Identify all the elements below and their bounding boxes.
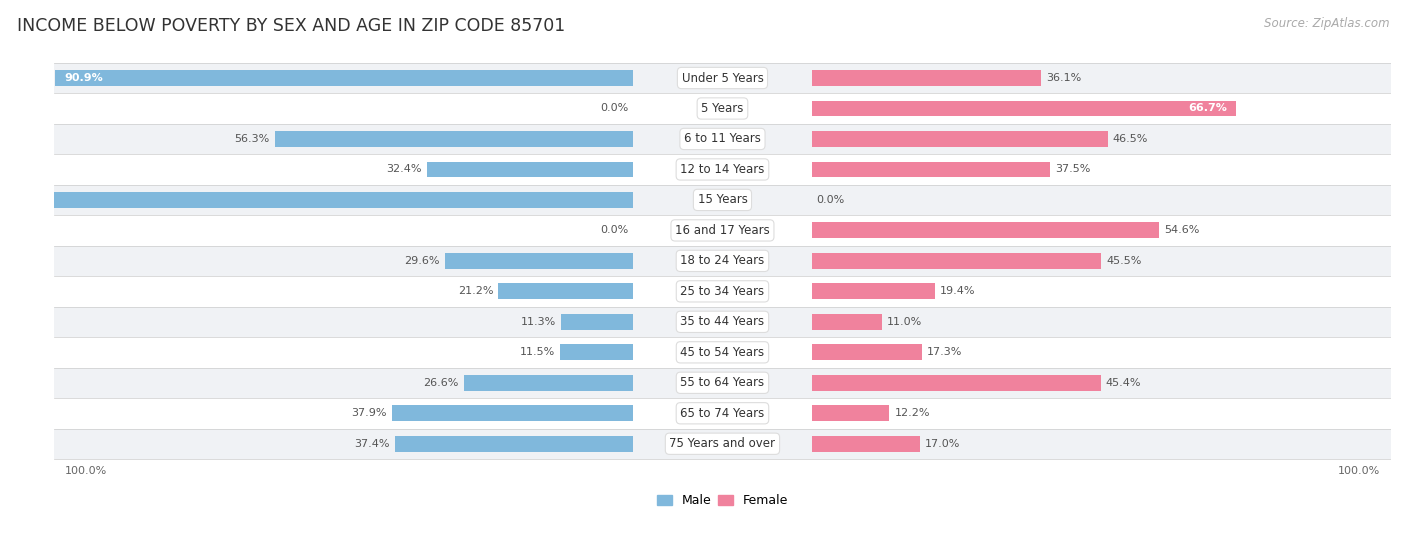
Bar — [55, 70, 633, 86]
Bar — [811, 101, 1236, 116]
Bar — [53, 429, 1391, 459]
Bar — [811, 253, 1101, 269]
Text: 6 to 11 Years: 6 to 11 Years — [685, 132, 761, 145]
Bar — [53, 184, 1391, 215]
Bar — [811, 314, 882, 330]
Text: 100.0%: 100.0% — [6, 195, 52, 205]
Bar — [811, 222, 1159, 238]
Bar — [427, 162, 633, 177]
Bar — [53, 245, 1391, 276]
Text: Source: ZipAtlas.com: Source: ZipAtlas.com — [1264, 17, 1389, 30]
Text: 45.4%: 45.4% — [1105, 378, 1142, 388]
Text: 46.5%: 46.5% — [1112, 134, 1149, 144]
Text: 17.3%: 17.3% — [927, 347, 962, 357]
Text: 54.6%: 54.6% — [1164, 225, 1199, 235]
Text: 45 to 54 Years: 45 to 54 Years — [681, 346, 765, 359]
Text: 11.3%: 11.3% — [522, 317, 557, 327]
Bar — [811, 162, 1050, 177]
Text: 11.5%: 11.5% — [520, 347, 555, 357]
Bar — [811, 70, 1042, 86]
Text: Under 5 Years: Under 5 Years — [682, 72, 763, 84]
Bar — [53, 368, 1391, 398]
Bar — [811, 283, 935, 299]
Bar — [498, 283, 633, 299]
Text: 26.6%: 26.6% — [423, 378, 458, 388]
Bar — [811, 436, 920, 452]
Bar — [53, 93, 1391, 124]
Bar — [53, 215, 1391, 245]
Legend: Male, Female: Male, Female — [652, 489, 793, 512]
Text: 55 to 64 Years: 55 to 64 Years — [681, 376, 765, 389]
Bar — [395, 436, 633, 452]
Text: 15 Years: 15 Years — [697, 193, 748, 206]
Bar — [464, 375, 633, 391]
Text: 75 Years and over: 75 Years and over — [669, 437, 776, 450]
Text: 36.1%: 36.1% — [1046, 73, 1081, 83]
Text: 56.3%: 56.3% — [235, 134, 270, 144]
Bar — [0, 192, 633, 208]
Text: 37.4%: 37.4% — [354, 439, 389, 449]
Text: 21.2%: 21.2% — [458, 286, 494, 296]
Text: 45.5%: 45.5% — [1107, 256, 1142, 266]
Text: 35 to 44 Years: 35 to 44 Years — [681, 315, 765, 328]
Text: 12 to 14 Years: 12 to 14 Years — [681, 163, 765, 176]
Text: 11.0%: 11.0% — [887, 317, 922, 327]
Text: INCOME BELOW POVERTY BY SEX AND AGE IN ZIP CODE 85701: INCOME BELOW POVERTY BY SEX AND AGE IN Z… — [17, 17, 565, 35]
Text: 29.6%: 29.6% — [405, 256, 440, 266]
Text: 0.0%: 0.0% — [817, 195, 845, 205]
Text: 32.4%: 32.4% — [387, 164, 422, 174]
Text: 19.4%: 19.4% — [941, 286, 976, 296]
Bar — [560, 344, 633, 360]
Text: 0.0%: 0.0% — [600, 103, 628, 113]
Text: 65 to 74 Years: 65 to 74 Years — [681, 407, 765, 420]
Text: 66.7%: 66.7% — [1188, 103, 1226, 113]
Text: 0.0%: 0.0% — [600, 225, 628, 235]
Bar — [811, 405, 889, 421]
Bar — [53, 398, 1391, 429]
Text: 17.0%: 17.0% — [925, 439, 960, 449]
Text: 12.2%: 12.2% — [894, 408, 929, 418]
Text: 5 Years: 5 Years — [702, 102, 744, 115]
Bar — [444, 253, 633, 269]
Bar — [53, 124, 1391, 154]
Bar — [53, 306, 1391, 337]
Bar — [392, 405, 633, 421]
Bar — [53, 276, 1391, 306]
Text: 90.9%: 90.9% — [65, 73, 103, 83]
Bar — [53, 337, 1391, 368]
Bar — [811, 375, 1101, 391]
Text: 37.9%: 37.9% — [352, 408, 387, 418]
Text: 18 to 24 Years: 18 to 24 Years — [681, 254, 765, 267]
Text: 25 to 34 Years: 25 to 34 Years — [681, 285, 765, 298]
Bar — [561, 314, 633, 330]
Bar — [811, 344, 922, 360]
Text: 16 and 17 Years: 16 and 17 Years — [675, 224, 770, 237]
Bar — [53, 154, 1391, 184]
Bar — [53, 63, 1391, 93]
Bar — [274, 131, 633, 147]
Bar — [811, 131, 1108, 147]
Text: 37.5%: 37.5% — [1056, 164, 1091, 174]
